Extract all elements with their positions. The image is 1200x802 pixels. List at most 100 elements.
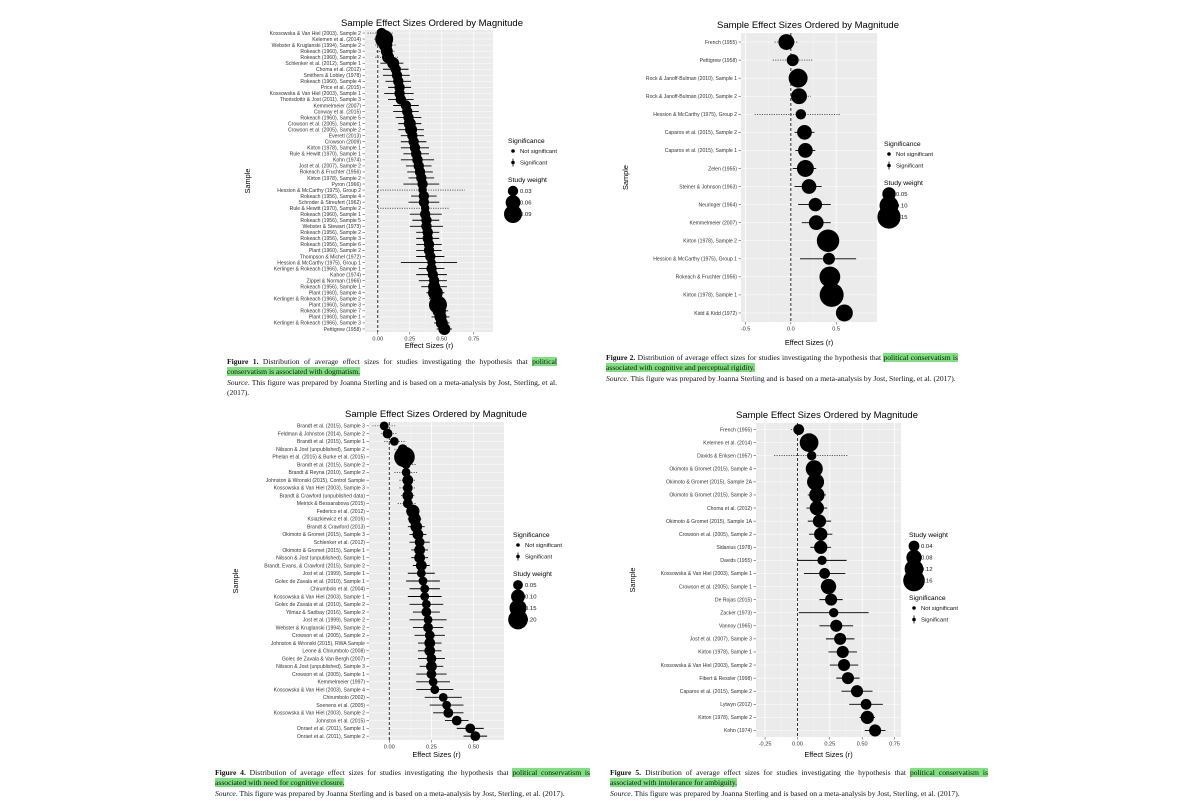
sample-label: Kirton (1978), Sample 1 (683, 293, 737, 299)
legend-significance-title: Significance (513, 532, 550, 539)
effect-size-point (814, 527, 828, 541)
x-tick-label: 0.0 (787, 327, 795, 333)
legend-significance-marker (511, 149, 515, 153)
legend-weight-marker (504, 205, 522, 223)
sample-label: Johnston & Wronski (2015), RWA Sample (271, 641, 365, 647)
sample-label: Kohn (1974) (333, 158, 361, 164)
sample-label: Rokeach (1956), Sample 3 (300, 236, 361, 242)
legend-weight-marker (507, 185, 519, 197)
chart-title: Sample Effect Sizes Ordered by Magnitude (341, 18, 523, 29)
effect-size-point (806, 451, 817, 461)
sample-label: Pettigrew (1958) (324, 327, 362, 333)
effect-size-point (807, 473, 825, 491)
figure-2-caption: Figure 2. Distribution of average effect… (606, 353, 958, 384)
x-tick-label: 0.00 (792, 742, 803, 748)
effect-size-point (869, 724, 882, 737)
sample-label: Kirton (1978), Sample 1 (698, 650, 752, 656)
figure-4-panel: Brandt et al. (2015), Sample 3 Feldman & … (215, 409, 590, 798)
sample-label: Kerlinger & Rokeach (1966), Sample 2 (274, 297, 361, 303)
sample-label: Kirton (1978), Sample 1 (307, 146, 361, 152)
x-axis-label: Effect Sizes (r) (804, 750, 852, 759)
legend-significance-title: Significance (909, 595, 946, 602)
sample-label: Yilmaz & Saribay (2016), Sample 2 (286, 610, 365, 616)
legend-weight-item: 0.15 (525, 606, 537, 612)
effect-size-point (860, 698, 872, 710)
sample-label: Thorisdottir & Jost (2011), Sample 3 (280, 97, 361, 103)
effect-size-point (438, 322, 451, 335)
effect-size-point (835, 304, 853, 322)
sample-label: Okimoto & Gromet (2015), Sample 1 (282, 548, 365, 554)
sample-label: Crowson (2009) (325, 140, 362, 146)
effect-size-point (805, 460, 823, 478)
sample-label: Rokeach (1960), Sample 4 (300, 79, 361, 85)
effect-size-point (837, 659, 851, 672)
plot-background (365, 30, 493, 332)
effect-size-point (834, 632, 847, 645)
sample-label: Kossowska & Van Hiel (2003), Sample 1 (274, 594, 366, 600)
sample-label: Zelen (1955) (708, 166, 737, 172)
sample-label: Okimoto & Gromet (2015), Sample 3 (669, 493, 752, 499)
sample-label: Kossowska & Van Hiel (2003), Sample 4 (274, 687, 366, 693)
effect-size-point (819, 568, 831, 579)
effect-size-point (829, 608, 839, 618)
effect-size-point (812, 514, 827, 528)
chart-title: Sample Effect Sizes Ordered by Magnitude (345, 409, 527, 420)
sample-label: Fibert & Ressler (1998) (699, 676, 752, 682)
effect-size-point (420, 584, 430, 594)
effect-size-point (426, 669, 437, 679)
sample-label: Kirton (1978), Sample 2 (698, 715, 752, 721)
figure-5-chart: French (1955) Kelemen et al. (2014) Davids… (628, 410, 958, 759)
y-axis-label: Sample (231, 568, 240, 593)
effect-size-point (424, 630, 435, 641)
sample-label: Webster & Kruglanski (1994), Sample 2 (276, 625, 366, 631)
effect-size-point (414, 537, 425, 548)
effect-size-point (382, 428, 393, 439)
sample-label: Rokeach (1956), Sample 7 (300, 309, 361, 315)
effect-size-point (426, 653, 437, 664)
effect-size-point (786, 54, 799, 67)
sample-label: Rule & Hewitt (1970), Sample 2 (290, 206, 362, 212)
legend-weight-item: 0.08 (921, 556, 933, 562)
effect-size-point (418, 576, 428, 586)
sample-label: Conway et al. (2015) (314, 109, 361, 115)
legend-significance-item: Not significant (525, 543, 562, 549)
figure-2-chart: French (1955) Pettigrew (1958) Rock & Jano… (621, 20, 933, 347)
sample-label: Golec de Zavala & Van Bergh (2007) (282, 656, 365, 662)
sample-label: Choma et al. (2012) (707, 506, 752, 512)
effect-size-point (778, 34, 795, 50)
sample-label: Kerlinger & Rokeach (1966), Sample 3 (274, 321, 361, 327)
effect-size-point (416, 568, 426, 578)
effect-size-point (443, 707, 454, 718)
sample-label: Chirumbolo et al. (2004) (310, 587, 365, 593)
effect-size-point (421, 599, 431, 609)
effect-size-point (822, 252, 835, 265)
effect-size-point (798, 143, 813, 158)
legend-significance-marker (516, 543, 520, 547)
legend-weight-item: 0.06 (520, 201, 532, 207)
effect-size-point (830, 619, 843, 632)
caption-fig-label: Figure 2. (606, 353, 636, 362)
legend-significance-item: Not significant (921, 606, 958, 612)
sample-label: Crowson et al. (2005), Sample 1 (288, 121, 361, 127)
sample-label: Rokeach (1960), Sample 5 (300, 115, 361, 121)
x-tick-label: 0.25 (404, 337, 415, 343)
x-tick-label: 0.00 (384, 745, 395, 751)
effect-size-point (814, 540, 828, 554)
sample-label: Brandt et al. (2015), Sample 3 (297, 424, 365, 430)
legend-weight-item: 0.12 (921, 567, 932, 573)
caption-source-label: Source (215, 788, 236, 798)
effect-size-point (801, 179, 817, 194)
sample-label: Kirton (1978), Sample 2 (307, 176, 361, 182)
effect-size-point (424, 645, 436, 657)
effect-size-point (438, 692, 448, 702)
x-tick-label: 0.50 (857, 742, 868, 748)
effect-size-point (850, 685, 864, 698)
sample-label: Kidd & Kidd (1972) (694, 311, 737, 317)
sample-label: Jost et al. (2007), Sample 2 (299, 164, 361, 170)
effect-size-point (402, 490, 414, 502)
x-axis-label: Effect Sizes (r) (405, 341, 453, 350)
figure-1-panel: Kossowska & Van Hiel (2003), Sample 2 Kel… (0, 0, 600, 400)
figure-1-chart: Kossowska & Van Hiel (2003), Sample 2Kel… (243, 18, 557, 350)
